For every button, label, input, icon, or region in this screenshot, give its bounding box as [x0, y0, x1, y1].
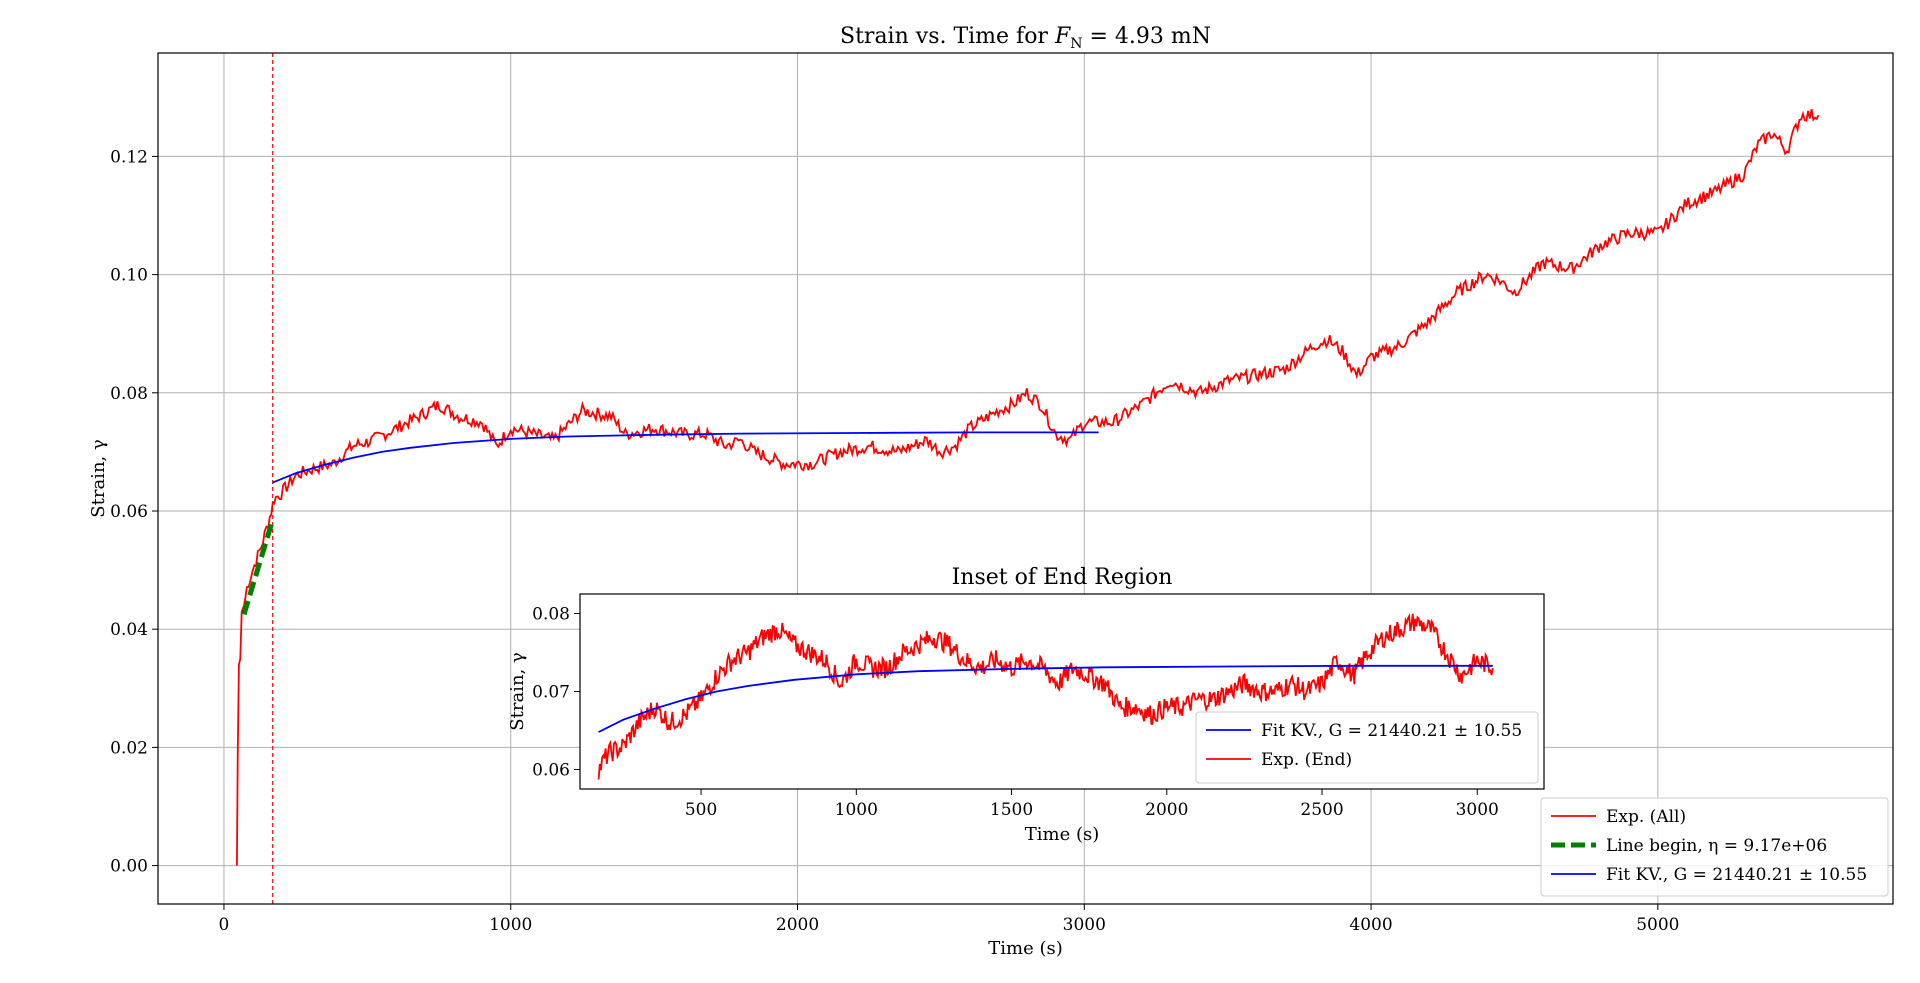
- x-tick-label: 2000: [776, 915, 819, 935]
- main-legend: Exp. (All) Line begin, η = 9.17e+06 Fit KV…: [1540, 797, 1889, 897]
- x-tick-label: 2500: [1300, 800, 1343, 820]
- y-tick-label: 0.06: [532, 761, 570, 781]
- main-plot-frame: [157, 52, 1894, 905]
- legend-box: [1540, 797, 1889, 897]
- series-line-exp-main: [236, 109, 1820, 866]
- main-title-symbol: F: [1054, 24, 1071, 49]
- x-tick-label: 500: [685, 800, 717, 820]
- main-title-subscript: N: [1070, 36, 1082, 52]
- y-tick-label: 0.06: [110, 502, 148, 522]
- main-y-axis-label: Strain, γ: [88, 439, 109, 517]
- inset-series-group: [597, 612, 1494, 780]
- series-line-line-main: [241, 519, 276, 616]
- main-title-prefix: Strain vs. Time for: [840, 24, 1055, 49]
- inset-legend: Fit KV., G = 21440.21 ± 10.55 Exp. (End): [1195, 711, 1539, 784]
- legend-label: Line begin, η = 9.17e+06: [1606, 836, 1827, 856]
- main-ticks: 0 1000 2000 3000 4000 5000 0.00 0.02 0.04 0.06 0.0…: [110, 147, 1679, 935]
- inset-x-axis-label: Time (s): [1025, 824, 1100, 845]
- legend-label: Exp. (End): [1261, 750, 1352, 770]
- x-tick-label: 2000: [1145, 800, 1188, 820]
- inset-axes: 500 1000 1500 2000 2500 3000 0.06 0.07 0.08 Inse…: [507, 565, 1545, 845]
- y-tick-label: 0.10: [110, 266, 148, 286]
- y-tick-label: 0.08: [532, 605, 570, 625]
- x-tick-label: 3000: [1456, 800, 1499, 820]
- y-tick-label: 0.07: [532, 683, 570, 703]
- x-tick-label: 1000: [489, 915, 532, 935]
- inset-chart-title: Inset of End Region: [952, 565, 1173, 590]
- x-tick-label: 0: [219, 915, 230, 935]
- main-x-axis-label: Time (s): [988, 938, 1063, 959]
- x-tick-label: 5000: [1636, 915, 1679, 935]
- legend-label: Fit KV., G = 21440.21 ± 10.55: [1261, 721, 1522, 741]
- y-tick-label: 0.00: [110, 857, 148, 877]
- y-tick-label: 0.02: [110, 738, 148, 758]
- series-line-fit-inset: [598, 664, 1493, 733]
- x-tick-label: 1000: [835, 800, 878, 820]
- y-tick-label: 0.08: [110, 384, 148, 404]
- legend-label: Fit KV., G = 21440.21 ± 10.55: [1606, 865, 1867, 885]
- legend-box: [1195, 711, 1539, 784]
- main-title-value: = 4.93 mN: [1082, 24, 1211, 49]
- x-tick-label: 1500: [990, 800, 1033, 820]
- main-series-group: [236, 53, 1820, 904]
- inset-y-axis-label: Strain, γ: [507, 652, 528, 730]
- main-axes: 0 1000 2000 3000 4000 5000 0.00 0.02 0.04 0.06 0.0…: [88, 24, 1894, 959]
- inset-ticks: 500 1000 1500 2000 2500 3000 0.06 0.07 0.08: [532, 605, 1499, 821]
- main-chart-title: Strain vs. Time for FN = 4.93 mN: [840, 24, 1211, 52]
- x-tick-label: 4000: [1349, 915, 1392, 935]
- y-tick-label: 0.12: [110, 147, 148, 167]
- series-line-fit-main: [272, 431, 1099, 484]
- legend-label: Exp. (All): [1606, 807, 1686, 827]
- x-tick-label: 3000: [1063, 915, 1106, 935]
- y-tick-label: 0.04: [110, 620, 148, 640]
- series-line-exp-inset: [597, 612, 1494, 780]
